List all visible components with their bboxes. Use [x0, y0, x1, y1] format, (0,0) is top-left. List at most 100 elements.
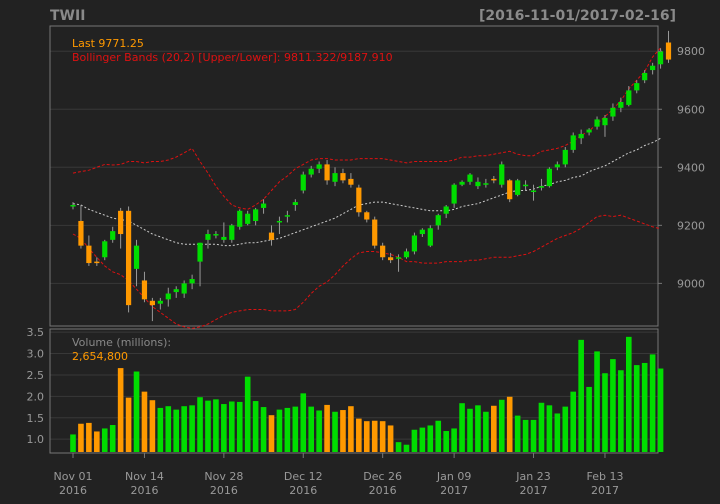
volume-bar	[427, 425, 434, 452]
candle-body	[618, 102, 624, 108]
candle-body	[554, 164, 560, 168]
candle-body	[570, 135, 576, 150]
volume-bar	[546, 405, 553, 452]
candle-body	[157, 300, 163, 304]
candle-body	[213, 234, 219, 236]
volume-bar	[498, 399, 505, 452]
volume-bar	[236, 401, 243, 452]
chart-title: TWII	[50, 8, 85, 24]
candle-body	[372, 219, 378, 246]
volume-bar	[530, 419, 537, 452]
volume-bar	[229, 401, 235, 452]
candle-body	[260, 203, 267, 208]
volume-tick-label: 1.5	[27, 412, 45, 425]
candle-body	[562, 149, 568, 165]
last-price-label: Last 9771.25	[72, 37, 144, 50]
volume-bar	[276, 409, 283, 452]
candle-body	[189, 279, 195, 284]
bollinger-bands	[72, 47, 661, 329]
volume-bar	[475, 405, 481, 452]
date-tick-year: 2016	[210, 484, 238, 497]
candle-body	[499, 164, 505, 185]
volume-bar	[371, 420, 378, 452]
volume-bar	[363, 421, 370, 452]
candle-body	[165, 293, 171, 300]
candle-body	[657, 51, 664, 65]
date-tick-label: Dec 26	[363, 470, 402, 483]
volume-bar	[292, 406, 299, 452]
candle-body	[546, 168, 552, 187]
candle-body	[133, 245, 140, 269]
volume-bar	[403, 444, 410, 452]
candle-body	[650, 65, 656, 71]
date-tick-label: Jan 23	[515, 470, 550, 483]
candle-body	[102, 241, 108, 258]
candle-body	[610, 107, 616, 117]
candle-body	[110, 231, 116, 240]
volume-tick-label: 1.0	[27, 433, 45, 446]
candle-body	[491, 178, 497, 181]
candle-body	[292, 202, 298, 206]
candle-body	[268, 232, 275, 240]
volume-bar	[562, 406, 569, 452]
candle-body	[626, 90, 632, 105]
volume-bar	[641, 362, 648, 452]
candle-body	[253, 209, 259, 221]
candle-body	[443, 206, 449, 214]
volume-bar	[157, 407, 164, 452]
volume-bar	[356, 418, 362, 452]
candle-body	[507, 180, 513, 200]
candle-body	[419, 229, 425, 235]
volume-bar	[117, 368, 124, 452]
candle-body	[324, 164, 330, 181]
volume-bar	[173, 409, 180, 452]
volume-label: Volume (millions):	[72, 336, 171, 349]
volume-bar	[506, 396, 513, 452]
volume-bar	[483, 411, 489, 452]
volume-bar	[379, 421, 386, 452]
volume-bar	[133, 371, 140, 452]
volume-value: 2,654,800	[72, 350, 128, 363]
candle-body	[308, 168, 314, 175]
candle-body	[197, 242, 203, 262]
volume-bar	[332, 411, 338, 452]
volume-bar	[244, 376, 251, 452]
candle-body	[245, 213, 251, 224]
volume-bar	[657, 368, 664, 452]
volume-tick-label: 2.0	[27, 390, 45, 403]
date-tick-year: 2016	[289, 484, 317, 497]
volume-bars	[70, 336, 664, 452]
candle-body	[332, 173, 338, 182]
candle-body	[141, 280, 148, 300]
volume-bar	[387, 425, 394, 452]
volume-bar	[70, 434, 76, 452]
date-tick-label: Nov 28	[204, 470, 243, 483]
date-tick-year: 2016	[369, 484, 397, 497]
candle-body	[118, 210, 124, 235]
date-range-label: [2016-11-01/2017-02-16]	[479, 8, 676, 24]
volume-bar	[610, 359, 616, 452]
date-tick-label: Feb 13	[586, 470, 623, 483]
volume-bar	[324, 404, 330, 452]
candle-body	[522, 184, 529, 187]
volume-bar	[348, 406, 354, 452]
volume-tick-label: 3.0	[27, 348, 45, 361]
candle-body	[229, 225, 235, 240]
candle-body	[578, 133, 584, 139]
volume-bar	[268, 415, 275, 452]
candle-body	[594, 119, 600, 127]
volume-bar	[308, 406, 314, 452]
bollinger-upper-band	[72, 47, 661, 210]
candle-body	[602, 117, 608, 126]
volume-bar	[459, 403, 465, 452]
volume-bar	[586, 386, 592, 452]
candle-body	[364, 212, 370, 220]
volume-bar	[316, 410, 322, 452]
candle-body	[125, 210, 132, 306]
price-panel-frame	[49, 25, 659, 327]
volume-bar	[260, 407, 267, 452]
candle-body	[348, 178, 354, 185]
candle-body	[316, 164, 322, 169]
candle-body	[173, 289, 179, 293]
date-tick-year: 2016	[130, 484, 158, 497]
